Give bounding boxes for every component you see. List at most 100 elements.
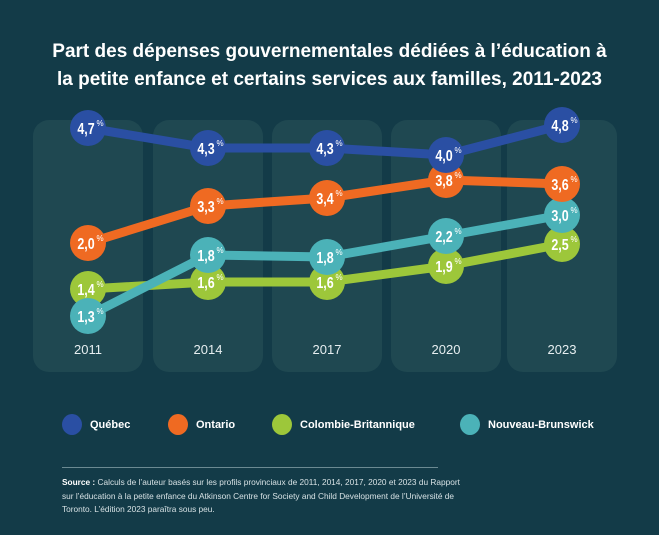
- data-point-nouveau-brunswick-2020: 2,2%: [428, 218, 464, 254]
- data-marker-ontario-2020: [428, 162, 464, 198]
- data-point-nouveau-brunswick-2023: 3,0%: [544, 197, 580, 233]
- source-label: Source :: [62, 477, 96, 487]
- data-point-colombie-britannique-2020: 1,9%: [428, 248, 464, 284]
- data-label-ontario-2011: 2,0: [77, 236, 94, 254]
- data-point-colombie-britannique-2011: 1,4%: [70, 271, 106, 307]
- data-point-quebec-2017: 4,3%: [309, 130, 345, 166]
- data-label-unit-nouveau-brunswick-2014: %: [216, 246, 223, 255]
- data-point-quebec-2011: 4,7%: [70, 110, 106, 146]
- data-marker-ontario-2014: [190, 188, 226, 224]
- data-label-unit-quebec-2011: %: [96, 119, 103, 128]
- legend-swatch-quebec: [62, 414, 82, 435]
- legend-label-ontario: Ontario: [196, 418, 236, 431]
- legend-item-colombie-britannique: Colombie-Britannique: [272, 414, 415, 435]
- legend-item-ontario: Ontario: [168, 414, 235, 435]
- data-marker-colombie-britannique-2023: [544, 226, 580, 262]
- data-marker-nouveau-brunswick-2017: [309, 239, 345, 275]
- source-note: Source : Calculs de l’auteur basés sur l…: [62, 476, 462, 517]
- data-label-unit-ontario-2023: %: [570, 175, 577, 184]
- data-label-nouveau-brunswick-2014: 1,8: [197, 248, 214, 266]
- data-label-unit-quebec-2017: %: [335, 139, 342, 148]
- legend: Québec Ontario Colombie-Britannique Nouv…: [0, 414, 659, 438]
- data-point-nouveau-brunswick-2014: 1,8%: [190, 237, 226, 273]
- data-label-nouveau-brunswick-2011: 1,3: [77, 309, 94, 327]
- data-label-unit-nouveau-brunswick-2020: %: [454, 227, 461, 236]
- data-label-unit-quebec-2023: %: [570, 116, 577, 125]
- data-label-ontario-2017: 3,4: [316, 191, 333, 209]
- legend-swatch-ontario: [168, 414, 188, 435]
- data-marker-ontario-2017: [309, 180, 345, 216]
- legend-swatch-nouveau-brunswick: [460, 414, 480, 435]
- data-label-quebec-2017: 4,3: [316, 141, 333, 159]
- data-label-colombie-britannique-2020: 1,9: [435, 259, 452, 277]
- chart-title: Part des dépenses gouvernementales dédié…: [0, 38, 659, 94]
- x-tick-label-2023: 2023: [548, 342, 577, 357]
- data-label-unit-colombie-britannique-2020: %: [454, 257, 461, 266]
- legend-swatch-colombie-britannique: [272, 414, 292, 435]
- data-point-quebec-2020: 4,0%: [428, 137, 464, 173]
- chart-title-line-1: Part des dépenses gouvernementales dédié…: [52, 41, 607, 62]
- x-tick-label-2014: 2014: [194, 342, 223, 357]
- data-label-unit-quebec-2014: %: [216, 139, 223, 148]
- legend-label-quebec: Québec: [90, 418, 131, 431]
- data-marker-quebec-2020: [428, 137, 464, 173]
- data-marker-nouveau-brunswick-2011: [70, 298, 106, 334]
- data-marker-colombie-britannique-2020: [428, 248, 464, 284]
- source-text: Calculs de l’auteur basés sur les profil…: [62, 477, 460, 514]
- data-point-colombie-britannique-2017: 1,6%: [309, 264, 345, 300]
- data-label-unit-ontario-2014: %: [216, 197, 223, 206]
- data-label-unit-colombie-britannique-2023: %: [570, 235, 577, 244]
- data-marker-ontario-2023: [544, 166, 580, 202]
- data-point-nouveau-brunswick-2017: 1,8%: [309, 239, 345, 275]
- data-label-ontario-2014: 3,3: [197, 199, 214, 217]
- data-point-colombie-britannique-2023: 2,5%: [544, 226, 580, 262]
- data-label-unit-ontario-2011: %: [96, 234, 103, 243]
- data-label-quebec-2020: 4,0: [435, 148, 452, 166]
- data-label-unit-nouveau-brunswick-2017: %: [335, 248, 342, 257]
- data-marker-colombie-britannique-2011: [70, 271, 106, 307]
- data-label-quebec-2023: 4,8: [551, 118, 568, 136]
- data-marker-nouveau-brunswick-2023: [544, 197, 580, 233]
- source-divider: [62, 467, 438, 468]
- data-label-unit-nouveau-brunswick-2011: %: [96, 307, 103, 316]
- data-point-ontario-2023: 3,6%: [544, 166, 580, 202]
- x-tick-label-2020: 2020: [432, 342, 461, 357]
- data-label-ontario-2023: 3,6: [551, 177, 568, 195]
- x-tick-label-2017: 2017: [313, 342, 342, 357]
- data-marker-quebec-2023: [544, 107, 580, 143]
- data-point-quebec-2014: 4,3%: [190, 130, 226, 166]
- data-label-colombie-britannique-2014: 1,6: [197, 275, 214, 293]
- data-marker-quebec-2017: [309, 130, 345, 166]
- data-label-unit-ontario-2017: %: [335, 189, 342, 198]
- data-label-unit-ontario-2020: %: [454, 171, 461, 180]
- data-point-quebec-2023: 4,8%: [544, 107, 580, 143]
- chart-title-line-2: la petite enfance et certains services a…: [57, 69, 602, 90]
- data-point-ontario-2014: 3,3%: [190, 188, 226, 224]
- x-tick-label-2011: 2011: [74, 342, 102, 357]
- data-point-ontario-2017: 3,4%: [309, 180, 345, 216]
- legend-label-nouveau-brunswick: Nouveau-Brunswick: [488, 418, 594, 431]
- data-label-unit-colombie-britannique-2017: %: [335, 273, 342, 282]
- data-marker-quebec-2011: [70, 110, 106, 146]
- data-label-colombie-britannique-2011: 1,4: [77, 282, 94, 300]
- data-point-nouveau-brunswick-2011: 1,3%: [70, 298, 106, 334]
- data-label-unit-colombie-britannique-2011: %: [96, 280, 103, 289]
- legend-label-colombie-britannique: Colombie-Britannique: [300, 418, 415, 431]
- data-marker-nouveau-brunswick-2014: [190, 237, 226, 273]
- data-label-unit-quebec-2020: %: [454, 146, 461, 155]
- data-label-quebec-2011: 4,7: [77, 121, 94, 139]
- data-label-unit-colombie-britannique-2014: %: [216, 273, 223, 282]
- data-label-ontario-2020: 3,8: [435, 173, 452, 191]
- data-marker-colombie-britannique-2014: [190, 264, 226, 300]
- data-marker-nouveau-brunswick-2020: [428, 218, 464, 254]
- legend-item-nouveau-brunswick: Nouveau-Brunswick: [460, 414, 594, 435]
- data-point-ontario-2020: 3,8%: [428, 162, 464, 198]
- data-marker-colombie-britannique-2017: [309, 264, 345, 300]
- data-point-ontario-2011: 2,0%: [70, 225, 106, 261]
- data-label-unit-nouveau-brunswick-2023: %: [570, 206, 577, 215]
- data-label-nouveau-brunswick-2017: 1,8: [316, 250, 333, 268]
- data-marker-quebec-2014: [190, 130, 226, 166]
- data-point-colombie-britannique-2014: 1,6%: [190, 264, 226, 300]
- data-label-colombie-britannique-2017: 1,6: [316, 275, 333, 293]
